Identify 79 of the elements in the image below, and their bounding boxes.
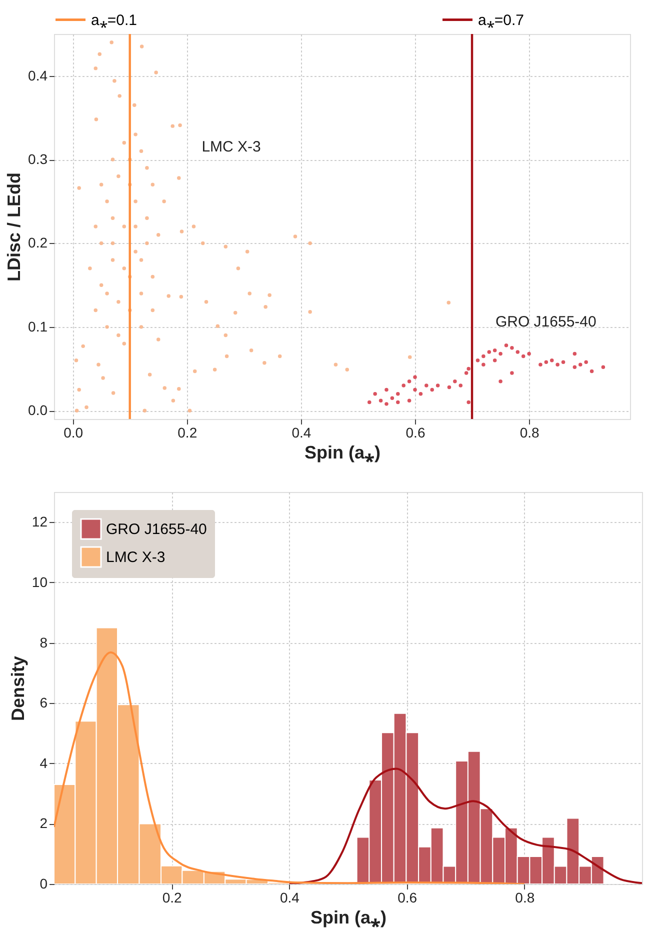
y-tick-label: 12	[32, 514, 48, 530]
point	[464, 371, 468, 375]
point	[544, 360, 548, 364]
point	[413, 388, 417, 392]
y-tick-label: 8	[40, 634, 48, 650]
point	[407, 379, 412, 384]
point	[384, 402, 388, 406]
point	[436, 384, 440, 388]
point	[466, 366, 470, 371]
x-tick-label: 0.2	[162, 890, 182, 906]
y-axis-title: LDisc / LEdd	[4, 172, 24, 282]
point	[396, 400, 400, 404]
point	[561, 360, 566, 364]
point	[584, 360, 588, 364]
y-tick-label: 0	[40, 876, 48, 892]
y-axis-title: Density	[8, 656, 28, 722]
legend-label: a⁎=0.1	[91, 12, 137, 29]
point	[487, 350, 492, 354]
y-tick-label: 0.2	[28, 234, 48, 251]
y-tick-label: 0.3	[28, 151, 48, 168]
x-tick-label: 0.4	[292, 424, 312, 440]
annotation: GRO J1655-40	[495, 314, 596, 331]
point	[402, 384, 406, 388]
y-tick-label: 2	[40, 815, 48, 832]
x-tick-label: 0.4	[280, 890, 300, 906]
annotation: LMC X-3	[202, 138, 261, 156]
x-tick-label: 0.2	[178, 424, 198, 440]
point	[550, 358, 554, 362]
x-axis-title: Spin (a⁎)	[310, 908, 387, 928]
x-tick-label: 0.8	[520, 424, 540, 440]
point	[572, 365, 577, 369]
point	[498, 352, 502, 356]
point	[482, 354, 486, 358]
point	[510, 346, 514, 350]
point	[476, 358, 480, 362]
x-tick-label: 0.0	[64, 424, 84, 440]
point	[516, 350, 520, 354]
point	[527, 352, 531, 356]
point	[390, 396, 394, 400]
point	[601, 365, 606, 369]
legend-label: LMC X-3	[106, 549, 166, 566]
legend-label: GRO J1655-40	[106, 521, 207, 538]
point	[378, 398, 383, 402]
point	[368, 400, 372, 404]
legend-label: a⁎=0.7	[478, 12, 524, 29]
point	[453, 379, 457, 384]
point	[572, 352, 577, 356]
y-tick-label: 4	[40, 754, 48, 771]
x-tick-label: 0.6	[406, 424, 426, 440]
point	[510, 371, 514, 375]
point	[590, 369, 594, 374]
x-tick-label: 0.8	[515, 890, 535, 906]
point	[521, 354, 526, 358]
point	[498, 379, 502, 384]
point	[418, 392, 423, 396]
y-tick-label: 0.0	[28, 402, 48, 418]
point	[556, 362, 560, 366]
point	[482, 362, 486, 366]
point	[504, 343, 508, 348]
y-tick-label: 0.4	[28, 67, 48, 84]
y-tick-label: 0.1	[28, 318, 48, 334]
point	[492, 348, 497, 352]
y-tick-label: 6	[40, 694, 48, 711]
point	[492, 358, 497, 362]
point	[384, 388, 388, 392]
point	[430, 388, 434, 392]
point	[466, 400, 470, 404]
point	[373, 392, 377, 396]
point	[447, 385, 452, 390]
point	[458, 384, 462, 388]
point	[407, 398, 412, 402]
x-tick-label: 0.6	[398, 890, 418, 906]
point	[578, 362, 582, 366]
point	[413, 375, 417, 380]
y-tick-label: 10	[32, 574, 48, 590]
point	[396, 392, 400, 396]
point	[538, 362, 542, 366]
x-axis-title: Spin (a⁎)	[304, 442, 381, 462]
point	[424, 384, 428, 388]
